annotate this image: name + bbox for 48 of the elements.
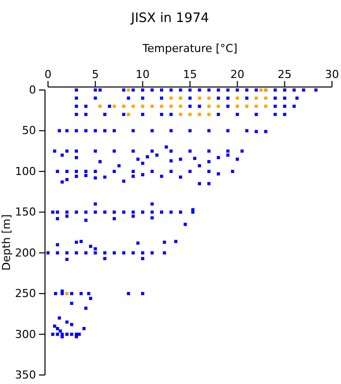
point: [254, 104, 258, 108]
point: [141, 104, 144, 108]
point: [178, 112, 182, 116]
point: [65, 292, 69, 296]
point: [236, 104, 239, 108]
point: [264, 96, 268, 100]
point: [122, 104, 126, 108]
point: [207, 104, 211, 108]
point: [132, 104, 135, 108]
point: [169, 96, 173, 100]
point: [188, 112, 192, 116]
x-tick-label: 0: [44, 68, 52, 81]
y-tick-label: 300: [15, 328, 36, 341]
point: [264, 104, 268, 108]
point: [178, 96, 182, 100]
point: [236, 96, 239, 100]
y-tick-label: 150: [15, 206, 36, 219]
point: [178, 104, 182, 108]
y-axis-title: Depth [m]: [0, 214, 13, 271]
point: [254, 96, 258, 100]
x-tick-label: 30: [325, 68, 339, 81]
x-tick-label: 15: [183, 68, 197, 81]
point: [169, 104, 173, 108]
point: [126, 88, 130, 92]
point: [98, 104, 102, 108]
y-tick-label: 250: [15, 287, 36, 300]
x-tick-label: 5: [92, 68, 99, 81]
point: [216, 104, 220, 108]
x-tick-label: 20: [230, 68, 244, 81]
chart-title: JISX in 1974: [130, 11, 210, 26]
point: [259, 88, 263, 92]
point: [112, 104, 116, 108]
point: [198, 112, 202, 116]
y-tick-label: 350: [15, 368, 36, 382]
y-tick-label: 200: [15, 246, 36, 260]
x-tick-label: 10: [136, 68, 150, 81]
point: [198, 96, 202, 100]
point: [245, 104, 248, 108]
point: [207, 96, 211, 100]
x-axis-title: Temperature [°C]: [142, 42, 238, 55]
point: [150, 104, 154, 108]
y-tick-label: 50: [22, 124, 36, 138]
point: [207, 112, 211, 116]
x-tick-label: 25: [278, 68, 292, 81]
point: [160, 104, 164, 108]
y-tick-label: 100: [15, 164, 36, 178]
point: [126, 112, 130, 116]
y-tick-label: 0: [29, 84, 36, 97]
